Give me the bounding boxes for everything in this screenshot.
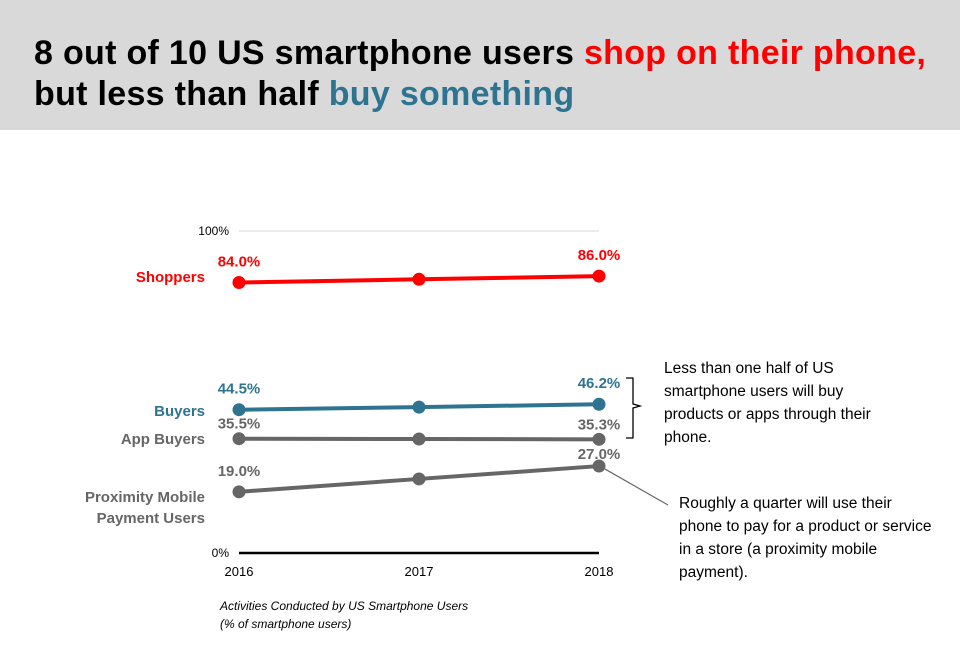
series-name-label: App Buyers	[121, 431, 205, 448]
headline-part-3: but less than half	[34, 75, 329, 113]
series-name-label: Payment Users	[97, 510, 205, 527]
data-point	[232, 485, 246, 499]
bracket	[626, 377, 643, 439]
data-point	[592, 397, 606, 411]
data-label: 19.0%	[218, 463, 261, 480]
x-tick-label: 2018	[585, 564, 614, 579]
headline-part-1: 8 out of 10 US smartphone users	[34, 34, 584, 72]
y-tick-label: 100%	[198, 224, 229, 238]
data-label: 84.0%	[218, 254, 261, 271]
data-label: 27.0%	[578, 446, 621, 463]
series-name-label: Buyers	[154, 403, 205, 420]
annotation-half-buy: Less than one half of US smartphone user…	[664, 360, 871, 446]
series-name-label: Shoppers	[136, 269, 205, 286]
series-name-label: Proximity Mobile	[85, 489, 205, 506]
data-point	[412, 432, 426, 446]
caption-line-1: Activities Conducted by US Smartphone Us…	[220, 599, 469, 613]
y-tick-label: 0%	[212, 546, 230, 560]
data-point	[592, 459, 606, 473]
data-label: 35.3%	[578, 416, 621, 433]
leader-line	[604, 468, 669, 506]
headline: 8 out of 10 US smartphone users shop on …	[34, 33, 944, 115]
data-point	[232, 276, 246, 290]
data-label: 35.5%	[218, 416, 261, 433]
data-point	[232, 432, 246, 446]
x-tick-label: 2017	[405, 564, 434, 579]
data-point	[592, 269, 606, 283]
headline-part-2: shop on their phone,	[583, 34, 927, 72]
data-point	[232, 403, 246, 417]
data-point	[592, 432, 606, 446]
data-label: 86.0%	[578, 247, 621, 264]
chart-caption: Activities Conducted by US Smartphone Us…	[220, 597, 468, 633]
caption-line-2: (% of smartphone users)	[220, 617, 352, 631]
data-point	[412, 272, 426, 286]
annotation-quarter-pay: Roughly a quarter will use their phone t…	[679, 495, 932, 581]
data-label: 46.2%	[578, 375, 621, 392]
headline-part-4: buy something	[328, 75, 575, 113]
data-point	[412, 400, 426, 414]
x-tick-label: 2016	[225, 564, 254, 579]
header-banner: 8 out of 10 US smartphone users shop on …	[0, 0, 960, 130]
data-point	[412, 472, 426, 486]
data-label: 44.5%	[218, 381, 261, 398]
